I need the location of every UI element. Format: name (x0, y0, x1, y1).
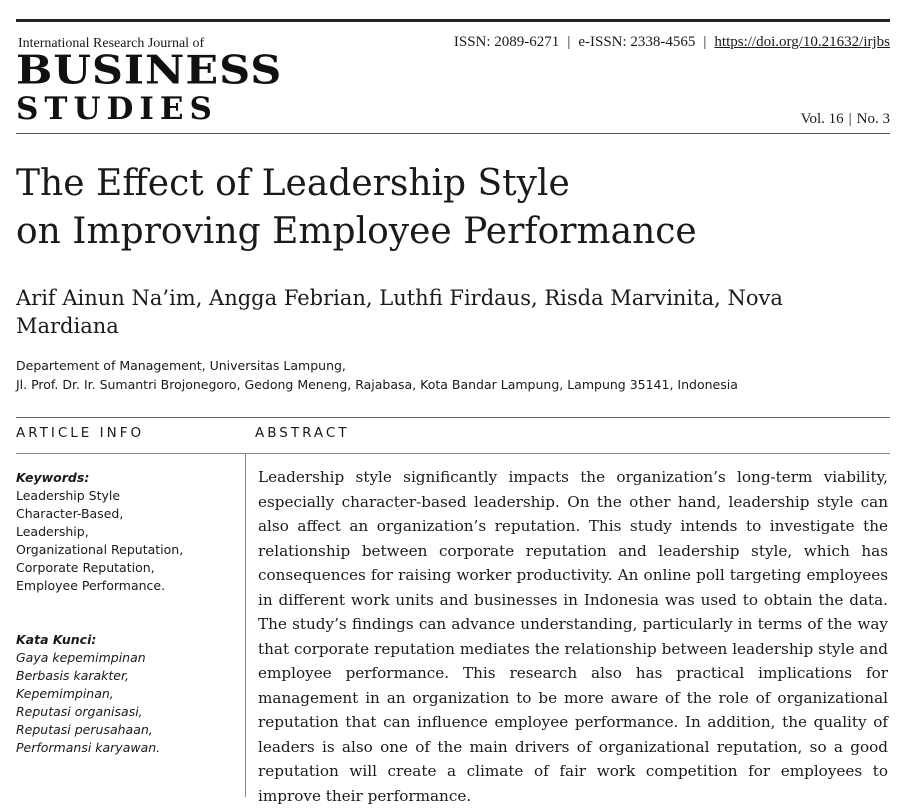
top-rule (16, 19, 890, 22)
journal-logo-business: BUSINESS (16, 47, 283, 94)
keyword-item: Corporate Reputation, (16, 560, 155, 575)
affiliation-line-2: Jl. Prof. Dr. Ir. Sumantri Brojonegoro, … (16, 377, 738, 392)
doi-link[interactable]: https://doi.org/10.21632/irjbs (714, 34, 890, 50)
section-rule (16, 417, 890, 418)
volume-line: Vol. 16 | No. 3 (801, 111, 890, 128)
issn-print: ISSN: 2089-6271 (453, 34, 560, 50)
affiliation: Departement of Management, Universitas L… (16, 356, 738, 394)
kata-kunci-heading: Kata Kunci: (16, 632, 97, 647)
paper-title-line-1: The Effect of Leadership Style (16, 163, 570, 204)
header-rule (16, 133, 890, 134)
paper-title: The Effect of Leadership Style on Improv… (16, 160, 836, 256)
volume-number: Vol. 16 (800, 111, 844, 127)
keyword-item: Organizational Reputation, (16, 542, 184, 557)
keyword-item: Employee Performance. (16, 578, 166, 593)
keyword-item: Character-Based, (16, 506, 124, 521)
kata-kunci-item: Berbasis karakter, (16, 668, 129, 683)
paper-title-line-2: on Improving Employee Performance (16, 211, 697, 252)
journal-name-line: International Research Journal of (18, 36, 205, 51)
issn-electronic: e-ISSN: 2338-4565 (578, 34, 696, 50)
kata-kunci-item: Kepemimpinan, (16, 686, 114, 701)
kata-kunci-block: Kata Kunci: Gaya kepemimpinan Berbasis k… (16, 631, 236, 757)
kata-kunci-item: Performansi karyawan. (16, 740, 161, 755)
issue-number: No. 3 (856, 111, 890, 127)
issn-separator: | (703, 34, 707, 50)
kata-kunci-item: Gaya kepemimpinan (16, 650, 146, 665)
kata-kunci-item: Reputasi organisasi, (16, 704, 143, 719)
issn-line: ISSN: 2089-6271 | e-ISSN: 2338-4565 | https:… (454, 34, 890, 51)
affiliation-line-1: Departement of Management, Universitas L… (16, 358, 346, 373)
abstract-heading: ABSTRACT (255, 425, 350, 441)
volume-separator: | (848, 111, 852, 127)
issn-separator: | (567, 34, 571, 50)
article-info-heading: ARTICLE INFO (16, 425, 145, 441)
abstract-body: Leadership style significantly impacts t… (258, 468, 888, 805)
keywords-block: Keywords: Leadership Style Character-Bas… (16, 469, 236, 595)
kata-kunci-item: Reputasi perusahaan, (16, 722, 153, 737)
column-divider (245, 453, 246, 797)
keywords-heading: Keywords: (16, 470, 90, 485)
keyword-item: Leadership, (16, 524, 89, 539)
journal-logo-studies: STUDIES (16, 91, 218, 127)
keyword-item: Leadership Style (16, 488, 121, 503)
section-sub-rule (16, 453, 890, 454)
author-list: Arif Ainun Na’im, Angga Febrian, Luthfi … (16, 286, 783, 338)
